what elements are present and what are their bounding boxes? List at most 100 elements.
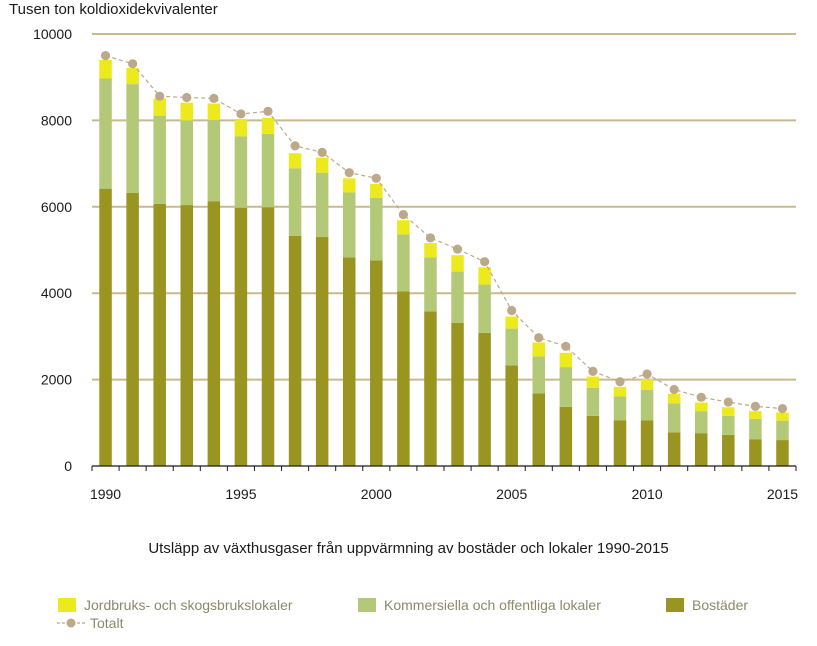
x-tick-label: 2010 <box>631 486 662 502</box>
bar-segment <box>451 323 464 466</box>
bar-segment <box>370 197 383 261</box>
axes: 0 2000 4000 6000 8000 10000 1990 1995 2000 2005 20… <box>33 26 798 502</box>
bar-segment <box>776 420 789 441</box>
total-point <box>155 91 165 101</box>
bar-segment <box>424 311 437 466</box>
bar-segment <box>397 291 410 466</box>
bar-segment <box>559 406 573 466</box>
bar-segment <box>613 420 627 466</box>
total-point <box>263 106 273 116</box>
bar-segment <box>451 255 464 272</box>
total-point <box>669 384 679 395</box>
total-point <box>209 93 219 103</box>
bar-segment <box>640 420 654 466</box>
bar-segment <box>559 352 573 368</box>
total-point <box>480 257 490 267</box>
legend-item-kommersiella: Kommersiella och offentliga lokaler <box>358 597 601 613</box>
legend-swatch-jordbruk <box>58 598 76 612</box>
bar-segment <box>315 157 329 173</box>
y-tick-label: 2000 <box>41 372 72 388</box>
bar-segment <box>694 411 708 434</box>
bar-segment <box>586 387 600 416</box>
bar-segment <box>613 396 627 421</box>
total-point <box>615 377 625 387</box>
bar-segment <box>478 284 491 333</box>
bar-segment <box>505 328 518 366</box>
bar-segment <box>207 103 221 120</box>
y-tick-label: 8000 <box>41 112 72 128</box>
bar-segment <box>342 192 356 258</box>
total-point <box>100 51 111 61</box>
bar-segment <box>749 411 762 419</box>
bar-segment <box>532 393 546 466</box>
legend-swatch-totalt <box>57 618 85 628</box>
bar-segment <box>234 119 248 137</box>
legend-item-jordbruk: Jordbruks- och skogsbrukslokaler <box>58 597 293 613</box>
bar-segment <box>505 365 518 466</box>
total-point <box>425 233 436 243</box>
bar-segment <box>370 183 383 198</box>
total-point <box>236 109 246 119</box>
bar-segment <box>153 115 166 204</box>
bar-segment <box>694 433 708 466</box>
bar-segment <box>234 136 248 208</box>
bar-segment <box>451 271 464 324</box>
y-tick-label: 4000 <box>41 285 72 301</box>
bar-segment <box>153 203 166 466</box>
chart-title: Utsläpp av växthusgaser från uppvärmning… <box>148 540 669 557</box>
bar-segment <box>532 342 546 357</box>
bar-segment <box>478 267 491 285</box>
legend-swatch-bostader <box>666 598 684 612</box>
bar-segment <box>397 220 410 235</box>
bar-segment <box>288 168 302 236</box>
x-tick-label: 2005 <box>496 486 527 502</box>
bar-segment <box>99 188 112 466</box>
total-point <box>696 392 706 402</box>
total-point <box>317 147 327 157</box>
bar-segment <box>288 153 302 169</box>
total-point <box>588 366 598 376</box>
bars <box>99 59 789 466</box>
bar-segment <box>722 407 735 416</box>
bar-segment <box>776 440 789 466</box>
total-point <box>128 59 138 69</box>
bar-segment <box>126 84 139 193</box>
legend-swatch-kommersiella <box>358 598 376 612</box>
total-point <box>507 305 517 316</box>
y-tick-label: 6000 <box>41 199 72 215</box>
y-tick-label: 0 <box>64 458 72 474</box>
bar-segment <box>478 332 491 466</box>
bar-segment <box>126 192 139 466</box>
bar-segment <box>261 207 275 466</box>
total-point <box>750 401 760 411</box>
bar-segment <box>261 117 275 134</box>
legend-label-kommersiella: Kommersiella och offentliga lokaler <box>384 597 601 613</box>
x-tick-label: 2015 <box>767 486 798 502</box>
total-point <box>642 369 652 379</box>
bar-segment <box>532 356 546 394</box>
bar-segment <box>180 102 194 121</box>
bar-segment <box>180 120 194 206</box>
legend-item-totalt: Totalt <box>56 615 123 631</box>
legend-label-totalt: Totalt <box>90 615 124 631</box>
bar-segment <box>397 234 410 292</box>
total-point <box>344 168 354 178</box>
total-point <box>371 173 381 183</box>
bar-segment <box>640 379 654 390</box>
x-tick-label: 1995 <box>225 486 256 502</box>
total-point <box>452 244 463 254</box>
bar-segment <box>722 434 735 466</box>
bar-segment <box>288 235 302 466</box>
bar-segment <box>207 201 221 466</box>
bar-segment <box>370 260 383 466</box>
bar-segment <box>586 415 600 466</box>
bar-segment <box>667 393 681 404</box>
total-series-line <box>105 55 783 410</box>
bar-segment <box>424 243 437 258</box>
bar-segment <box>505 316 518 329</box>
bar-segment <box>749 418 762 440</box>
bar-segment <box>667 403 681 433</box>
bar-segment <box>694 402 708 412</box>
total-point <box>777 403 788 414</box>
bar-segment <box>776 412 789 421</box>
